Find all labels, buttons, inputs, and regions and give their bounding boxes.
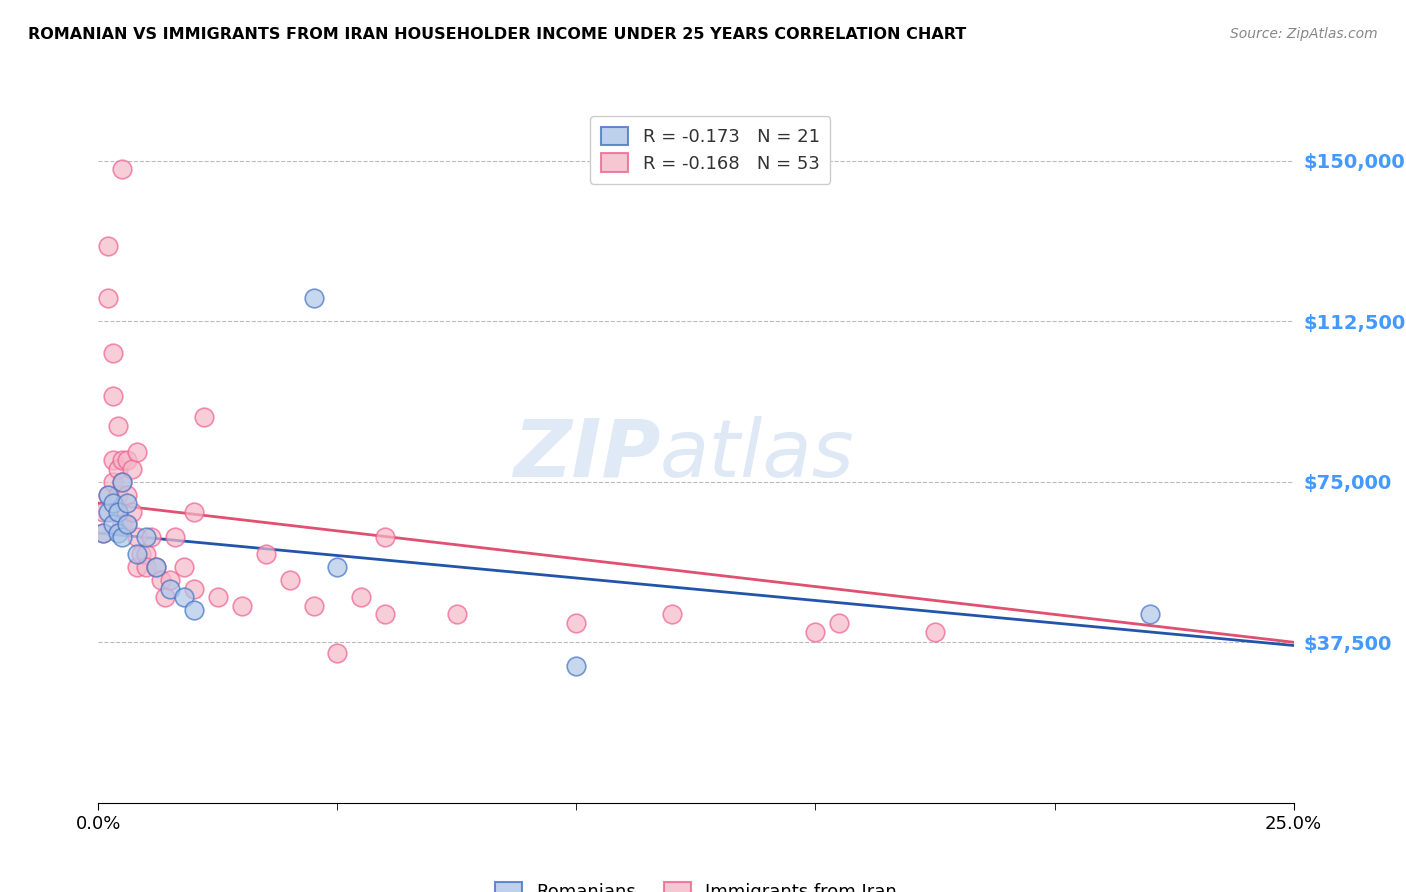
Point [183,582,205,596]
Point [121,505,143,519]
Point [111,475,134,489]
Point [115,496,138,510]
Point [111,162,134,177]
Text: ZIP: ZIP [513,416,661,494]
Point [115,487,138,501]
Point [97,487,120,501]
Point [149,573,172,587]
Point [111,517,134,532]
Point [924,624,946,639]
Text: Source: ZipAtlas.com: Source: ZipAtlas.com [1230,27,1378,41]
Point [207,591,229,605]
Point [121,462,143,476]
Point [163,530,186,544]
Point [135,560,157,574]
Point [155,591,177,605]
Point [374,607,396,622]
Point [159,582,181,596]
Point [302,599,325,613]
Point [183,603,205,617]
Point [661,607,683,622]
Point [139,530,162,544]
Point [326,560,349,574]
Point [107,505,129,519]
Point [125,548,148,562]
Point [97,505,120,519]
Point [135,530,157,544]
Point [97,291,120,305]
Point [135,548,157,562]
Point [173,591,195,605]
Point [278,573,301,587]
Point [111,530,134,544]
Point [91,526,114,541]
Point [107,462,129,476]
Point [828,615,851,630]
Text: ROMANIAN VS IMMIGRANTS FROM IRAN HOUSEHOLDER INCOME UNDER 25 YEARS CORRELATION C: ROMANIAN VS IMMIGRANTS FROM IRAN HOUSEHO… [28,27,966,42]
Point [111,475,134,489]
Point [193,410,215,425]
Point [101,475,124,489]
Point [131,548,153,562]
Point [107,419,129,434]
Point [125,530,148,544]
Point [107,505,129,519]
Point [91,505,114,519]
Point [326,646,349,660]
Point [91,526,114,541]
Point [446,607,468,622]
Point [374,530,396,544]
Point [97,239,120,253]
Point [115,517,138,532]
Point [183,505,205,519]
Point [125,444,148,458]
Point [101,517,124,532]
Point [565,615,588,630]
Point [350,591,373,605]
Point [115,517,138,532]
Point [101,453,124,467]
Point [111,453,134,467]
Point [231,599,253,613]
Point [107,487,129,501]
Point [254,548,277,562]
Point [115,453,138,467]
Point [101,389,124,403]
Point [145,560,167,574]
Point [173,560,195,574]
Legend: Romanians, Immigrants from Iran: Romanians, Immigrants from Iran [488,874,904,892]
Point [107,526,129,541]
Point [1139,607,1161,622]
Point [101,496,124,510]
Point [125,560,148,574]
Text: atlas: atlas [661,416,855,494]
Point [145,560,167,574]
Point [97,487,120,501]
Point [804,624,827,639]
Point [302,291,325,305]
Point [565,658,588,673]
Point [159,573,181,587]
Point [101,346,124,360]
